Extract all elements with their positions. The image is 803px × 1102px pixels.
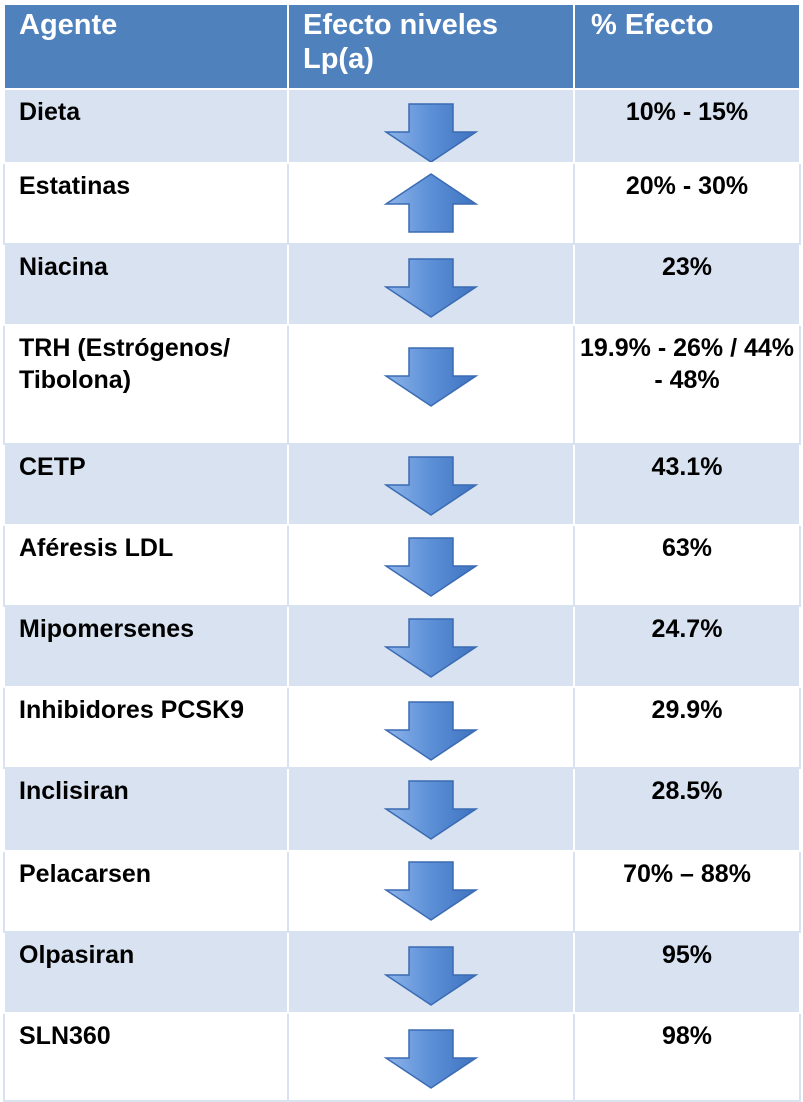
agent-cell: Pelacarsen bbox=[3, 850, 289, 933]
header-effect: Efecto niveles Lp(a) bbox=[287, 3, 575, 90]
agent-cell: CETP bbox=[3, 443, 289, 526]
effect-cell bbox=[287, 324, 575, 445]
table-row: Aféresis LDL 63% bbox=[3, 524, 801, 607]
percent-cell: 10% - 15% bbox=[573, 88, 801, 164]
table-body: Dieta 10% - 15% Estatinas 20% - 30% Niacina 2… bbox=[3, 88, 801, 1102]
percent-cell: 98% bbox=[573, 1012, 801, 1102]
table-row: Pelacarsen 70% – 88% bbox=[3, 850, 801, 933]
agent-cell: Estatinas bbox=[3, 162, 289, 245]
effect-cell bbox=[287, 767, 575, 852]
arrow-down-icon bbox=[383, 536, 479, 598]
effect-cell bbox=[287, 243, 575, 326]
arrow-down-icon bbox=[383, 945, 479, 1007]
arrow-down-icon bbox=[383, 700, 479, 762]
table-row: TRH (Estrógenos/ Tibolona) 19.9% - 26% / … bbox=[3, 324, 801, 445]
arrow-down-icon bbox=[383, 1028, 479, 1090]
table-row: Inclisiran 28.5% bbox=[3, 767, 801, 852]
effect-cell bbox=[287, 1012, 575, 1102]
percent-cell: 28.5% bbox=[573, 767, 801, 852]
arrow-down-icon bbox=[383, 346, 479, 408]
table-row: Niacina 23% bbox=[3, 243, 801, 326]
table-row: Inhibidores PCSK9 29.9% bbox=[3, 686, 801, 769]
agent-cell: Olpasiran bbox=[3, 931, 289, 1014]
header-percent: % Efecto bbox=[573, 3, 801, 90]
arrow-up-icon bbox=[383, 172, 479, 234]
percent-cell: 20% - 30% bbox=[573, 162, 801, 245]
header-row: Agente Efecto niveles Lp(a) % Efecto bbox=[3, 3, 801, 90]
arrow-down-icon bbox=[383, 257, 479, 319]
agent-cell: Inhibidores PCSK9 bbox=[3, 686, 289, 769]
agent-cell: SLN360 bbox=[3, 1012, 289, 1102]
table-row: Olpasiran 95% bbox=[3, 931, 801, 1014]
effect-cell bbox=[287, 162, 575, 245]
table-row: Mipomersenes 24.7% bbox=[3, 605, 801, 688]
agent-cell: Inclisiran bbox=[3, 767, 289, 852]
percent-cell: 29.9% bbox=[573, 686, 801, 769]
arrow-down-icon bbox=[383, 455, 479, 517]
percent-cell: 43.1% bbox=[573, 443, 801, 526]
percent-cell: 95% bbox=[573, 931, 801, 1014]
table-row: SLN360 98% bbox=[3, 1012, 801, 1102]
percent-cell: 24.7% bbox=[573, 605, 801, 688]
effect-cell bbox=[287, 443, 575, 526]
effect-cell bbox=[287, 88, 575, 164]
percent-cell: 19.9% - 26% / 44% - 48% bbox=[573, 324, 801, 445]
percent-cell: 63% bbox=[573, 524, 801, 607]
agent-cell: Aféresis LDL bbox=[3, 524, 289, 607]
effect-cell bbox=[287, 605, 575, 688]
table-row: Estatinas 20% - 30% bbox=[3, 162, 801, 245]
arrow-down-icon bbox=[383, 617, 479, 679]
effect-cell bbox=[287, 686, 575, 769]
effect-cell bbox=[287, 524, 575, 607]
percent-cell: 70% – 88% bbox=[573, 850, 801, 933]
table-row: Dieta 10% - 15% bbox=[3, 88, 801, 164]
lpa-effects-table: Agente Efecto niveles Lp(a) % Efecto Die… bbox=[3, 3, 801, 1102]
arrow-down-icon bbox=[383, 860, 479, 922]
agent-cell: Dieta bbox=[3, 88, 289, 164]
arrow-down-icon bbox=[383, 102, 479, 161]
agent-cell: Mipomersenes bbox=[3, 605, 289, 688]
percent-cell: 23% bbox=[573, 243, 801, 326]
effect-cell bbox=[287, 931, 575, 1014]
effect-cell bbox=[287, 850, 575, 933]
agent-cell: Niacina bbox=[3, 243, 289, 326]
arrow-down-icon bbox=[383, 779, 479, 841]
agent-cell: TRH (Estrógenos/ Tibolona) bbox=[3, 324, 289, 445]
table-row: CETP 43.1% bbox=[3, 443, 801, 526]
header-agent: Agente bbox=[3, 3, 289, 90]
